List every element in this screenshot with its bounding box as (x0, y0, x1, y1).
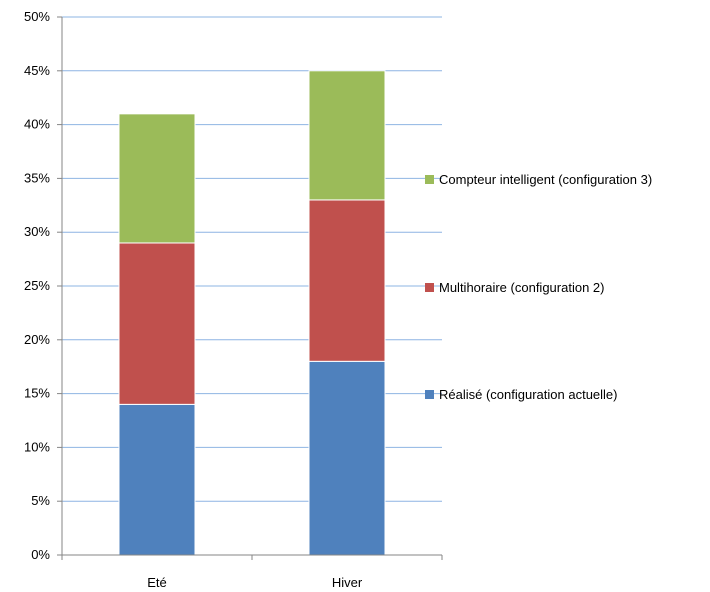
y-tick-label: 30% (24, 224, 50, 239)
legend-label: Compteur intelligent (configuration 3) (439, 172, 652, 187)
y-tick-label: 45% (24, 63, 50, 78)
y-tick-label: 10% (24, 439, 50, 454)
legend-label: Multihoraire (configuration 2) (439, 280, 604, 295)
x-category-label: Hiver (332, 575, 363, 590)
axes (57, 16, 443, 560)
y-tick-label: 40% (24, 117, 50, 132)
bar-segment-3-2 (308, 70, 386, 201)
y-tick-label: 20% (24, 332, 50, 347)
bar-series (118, 70, 386, 556)
bar-segment-1-1 (118, 403, 196, 556)
x-category-labels: Eté Hiver (147, 575, 363, 590)
legend-swatch (425, 390, 434, 399)
y-tick-label: 5% (31, 493, 50, 508)
legend-swatch (425, 283, 434, 292)
legend-swatch (425, 175, 434, 184)
y-tick-label: 0% (31, 547, 50, 562)
y-tick-label: 35% (24, 170, 50, 185)
y-tick-label: 15% (24, 386, 50, 401)
bar-segment-2-2 (308, 199, 386, 362)
y-tick-label: 50% (24, 9, 50, 24)
bar-segment-2-1 (118, 242, 196, 405)
bar-segment-3-1 (118, 113, 196, 244)
y-tick-labels: 0% 5% 10% 15% 20% 25% 30% 35% 40% 45% 50% (24, 9, 50, 562)
legend: Compteur intelligent (configuration 3) Mu… (425, 172, 652, 402)
legend-label: Réalisé (configuration actuelle) (439, 387, 617, 402)
x-category-label: Eté (147, 575, 167, 590)
bar-segment-1-2 (308, 360, 386, 556)
y-tick-label: 25% (24, 278, 50, 293)
